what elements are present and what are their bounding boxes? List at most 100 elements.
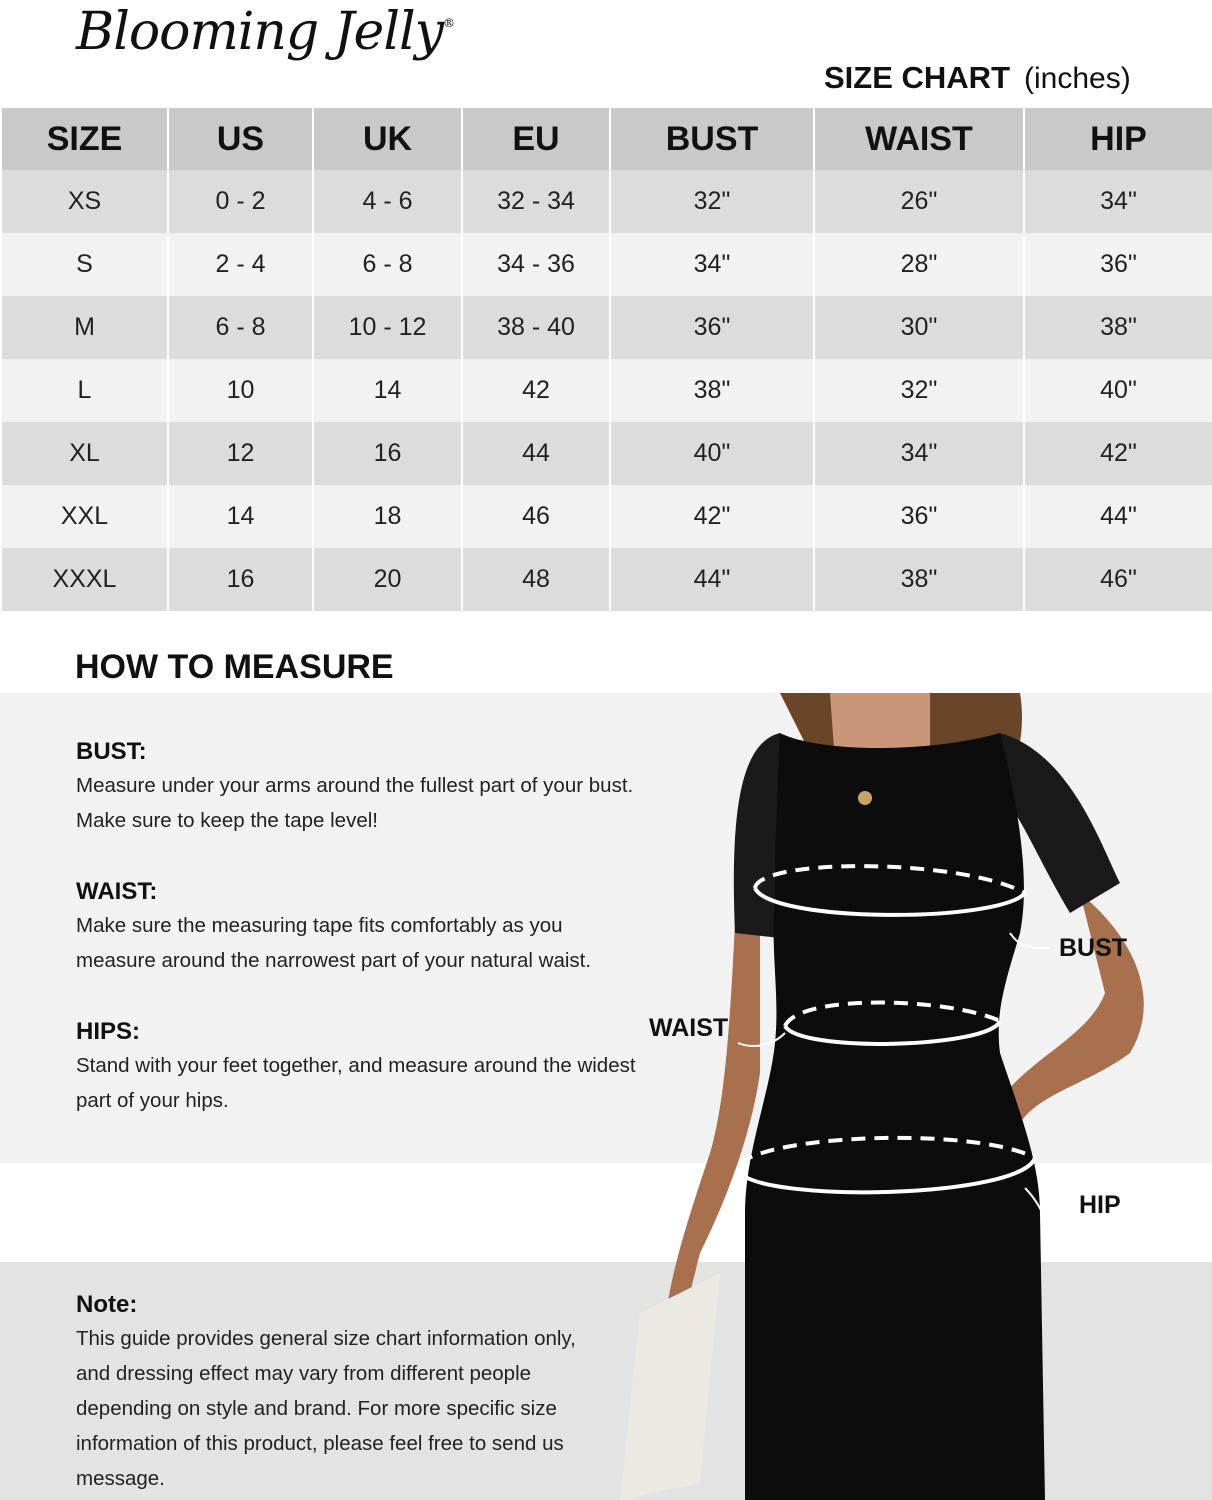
section-line: part of your hips. (76, 1089, 229, 1112)
section-line: measure around the narrowest part of you… (76, 949, 592, 972)
column-header: US (167, 108, 314, 170)
size-chart-title: SIZE CHART (inches) (824, 60, 1131, 96)
table-cell: 42 (461, 359, 611, 422)
bust-label: BUST (1059, 934, 1128, 962)
note-line: depending on style and brand. For more s… (76, 1397, 557, 1420)
table-cell: 38" (609, 359, 815, 422)
bust-pointer (1009, 932, 1051, 949)
table-cell: 42" (1023, 422, 1212, 485)
section-heading: WAIST: (76, 878, 158, 905)
table-cell: 2 - 4 (167, 233, 314, 296)
waist-label: WAIST (649, 1014, 729, 1042)
table-cell: 48 (461, 548, 611, 611)
hip-solid-line (738, 1156, 1037, 1195)
note-heading: Note: (76, 1291, 138, 1318)
table-cell: M (0, 296, 169, 359)
waist-solid-line (783, 1019, 1002, 1046)
brand-logo: Blooming Jelly® (76, 2, 455, 62)
pendant (858, 791, 872, 805)
left-sleeve (733, 733, 780, 938)
table-cell: 18 (312, 485, 463, 548)
hip-label: HIP (1079, 1191, 1121, 1219)
table-row: XL 12 16 44 40" 34" 42" (0, 422, 1212, 485)
table-cell: 16 (312, 422, 463, 485)
clutch-bag (620, 1273, 720, 1500)
dress (745, 733, 1045, 1500)
column-header: UK (312, 108, 463, 170)
table-cell: 0 - 2 (167, 170, 314, 233)
table-row: XXXL 16 20 48 44" 38" 46" (0, 548, 1212, 611)
note-section: Note: This guide provides general size c… (76, 1289, 576, 1496)
column-header: SIZE (0, 108, 169, 170)
table-cell: 10 - 12 (312, 296, 463, 359)
table-cell: 36" (609, 296, 815, 359)
table-cell: 34" (609, 233, 815, 296)
table-cell: 6 - 8 (312, 233, 463, 296)
waist-section: WAIST: Make sure the measuring tape fits… (76, 876, 591, 978)
section-line: Make sure the measuring tape fits comfor… (76, 914, 563, 937)
table-cell: 26" (813, 170, 1025, 233)
table-cell: 4 - 6 (312, 170, 463, 233)
table-cell: 6 - 8 (167, 296, 314, 359)
title-text: SIZE CHART (824, 60, 1010, 95)
table-cell: 44" (1023, 485, 1212, 548)
table-cell: L (0, 359, 169, 422)
table-cell: 10 (167, 359, 314, 422)
bust-solid-line (753, 886, 1027, 917)
hip-dashed-line (738, 1135, 1036, 1165)
section-heading: BUST: (76, 738, 147, 765)
table-cell: 38 - 40 (461, 296, 611, 359)
table-row: L 10 14 42 38" 32" 40" (0, 359, 1212, 422)
table-cell: 12 (167, 422, 314, 485)
unit-label: (inches) (1024, 62, 1131, 95)
note-line: This guide provides general size chart i… (76, 1327, 576, 1350)
table-cell: S (0, 233, 169, 296)
table-cell: 30" (813, 296, 1025, 359)
table-cell: 28" (813, 233, 1025, 296)
column-header: WAIST (813, 108, 1025, 170)
table-cell: 32" (813, 359, 1025, 422)
table-cell: XXXL (0, 548, 169, 611)
column-header: HIP (1023, 108, 1212, 170)
table-cell: 44 (461, 422, 611, 485)
bust-section: BUST: Measure under your arms around the… (76, 736, 633, 838)
section-line: Stand with your feet together, and measu… (76, 1054, 636, 1077)
table-cell: 44" (609, 548, 815, 611)
hip-pointer (1024, 1187, 1046, 1219)
section-line: Measure under your arms around the fulle… (76, 774, 634, 797)
table-cell: 36" (813, 485, 1025, 548)
note-line: and dressing effect may vary from differ… (76, 1362, 532, 1385)
note-line: information of this product, please feel… (76, 1432, 564, 1455)
column-header: BUST (609, 108, 815, 170)
header-row: SIZE US UK EU BUST WAIST HIP (0, 108, 1212, 170)
table-cell: 40" (1023, 359, 1212, 422)
registered-mark: ® (442, 16, 455, 30)
right-arm (983, 893, 1144, 1263)
bust-dashed-line (753, 864, 1026, 895)
table-cell: 34 - 36 (461, 233, 611, 296)
table-cell: 36" (1023, 233, 1212, 296)
waist-dashed-line (783, 1000, 1001, 1028)
measure-lines (737, 864, 1051, 1219)
table-cell: 14 (312, 359, 463, 422)
model-illustration (620, 693, 1144, 1500)
left-arm (665, 923, 760, 1333)
table-cell: 38" (1023, 296, 1212, 359)
table-cell: 32" (609, 170, 815, 233)
how-to-measure-title: HOW TO MEASURE (75, 648, 394, 686)
table-cell: 46 (461, 485, 611, 548)
table-cell: 32 - 34 (461, 170, 611, 233)
table-cell: 20 (312, 548, 463, 611)
column-header: EU (461, 108, 611, 170)
hips-section: HIPS: Stand with your feet together, and… (76, 1016, 636, 1118)
logo-text: Blooming Jelly (76, 2, 444, 62)
table-cell: XL (0, 422, 169, 485)
table-cell: XXL (0, 485, 169, 548)
table-cell: 16 (167, 548, 314, 611)
table-cell: 34" (1023, 170, 1212, 233)
table-cell: 42" (609, 485, 815, 548)
note-line: message. (76, 1467, 165, 1490)
